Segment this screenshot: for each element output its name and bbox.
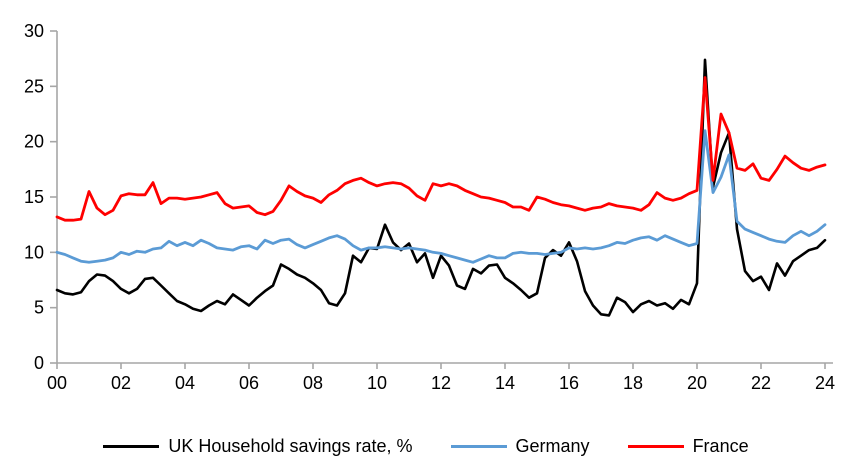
y-tick-label: 0 bbox=[34, 353, 44, 373]
x-tick-label: 04 bbox=[175, 373, 195, 393]
y-tick-label: 5 bbox=[34, 298, 44, 318]
x-tick-label: 22 bbox=[751, 373, 771, 393]
uk-line-sample-icon bbox=[103, 444, 160, 448]
uk-savings-line bbox=[55, 58, 827, 317]
legend-item-france: France bbox=[627, 435, 749, 457]
x-tick-label: 10 bbox=[367, 373, 387, 393]
x-axis: 00 02 04 06 08 10 12 14 16 18 20 22 24 bbox=[47, 362, 835, 393]
x-tick-label: 00 bbox=[47, 373, 67, 393]
legend-label-uk: UK Household savings rate, % bbox=[168, 435, 413, 456]
y-tick-label: 10 bbox=[24, 242, 44, 262]
france-line-sample-icon bbox=[627, 444, 684, 448]
x-tick-label: 12 bbox=[431, 373, 451, 393]
x-tick-label: 20 bbox=[687, 373, 707, 393]
x-tick-label: 16 bbox=[559, 373, 579, 393]
x-tick-label: 18 bbox=[623, 373, 643, 393]
legend-item-uk: UK Household savings rate, % bbox=[103, 435, 413, 457]
y-tick-label: 15 bbox=[24, 187, 44, 207]
x-tick-label: 24 bbox=[815, 373, 835, 393]
y-tick-label: 20 bbox=[24, 132, 44, 152]
y-tick-label: 30 bbox=[24, 21, 44, 41]
x-tick-label: 06 bbox=[239, 373, 259, 393]
y-tick-label: 25 bbox=[24, 76, 44, 96]
chart-legend: UK Household savings rate, % Germany Fra… bbox=[0, 431, 852, 461]
x-tick-label: 08 bbox=[303, 373, 323, 393]
legend-label-germany: Germany bbox=[515, 435, 590, 456]
germany-line bbox=[55, 129, 827, 264]
legend-item-germany: Germany bbox=[450, 435, 590, 457]
x-tick-label: 02 bbox=[111, 373, 131, 393]
germany-line-sample-icon bbox=[450, 444, 507, 448]
x-tick-label: 14 bbox=[495, 373, 515, 393]
y-axis: 0 5 10 15 20 25 30 bbox=[24, 21, 58, 373]
france-line bbox=[55, 76, 827, 222]
legend-label-france: France bbox=[692, 435, 749, 456]
